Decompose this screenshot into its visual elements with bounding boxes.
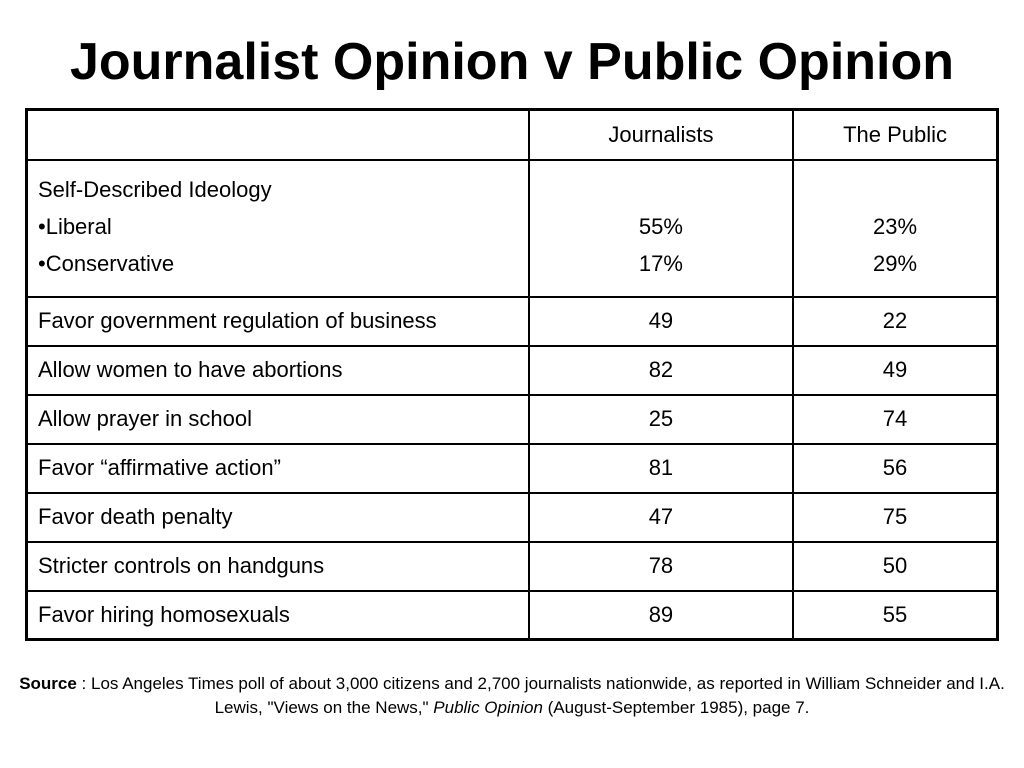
ideology-label-cell: Self-Described Ideology •Liberal •Conser… [25, 158, 530, 298]
row-public-value: 49 [792, 344, 999, 396]
ideology-heading: Self-Described Ideology [38, 176, 272, 202]
source-note: Source : Los Angeles Times poll of about… [15, 672, 1009, 720]
row-journalists-value: 89 [527, 589, 795, 641]
header-journalists: Journalists [527, 108, 795, 161]
ideology-journalists-value: 55% [638, 213, 683, 239]
row-label: Favor hiring homosexuals [25, 589, 530, 641]
ideology-public-value: 29% [873, 250, 918, 276]
row-public-value: 22 [792, 295, 999, 347]
row-label: Stricter controls on handguns [25, 540, 530, 592]
table-row: Allow prayer in school 25 74 [25, 393, 999, 445]
row-journalists-value: 82 [527, 344, 795, 396]
ideology-row: Self-Described Ideology •Liberal •Conser… [25, 158, 999, 298]
row-journalists-value: 81 [527, 442, 795, 494]
row-public-value: 50 [792, 540, 999, 592]
table-row: Favor government regulation of business … [25, 295, 999, 347]
row-journalists-value: 47 [527, 491, 795, 543]
header-the-public: The Public [792, 108, 999, 161]
ideology-journalists-value: 17% [638, 250, 683, 276]
source-text: : Los Angeles Times poll of about 3,000 … [76, 674, 1005, 717]
row-label: Allow women to have abortions [25, 344, 530, 396]
table-row: Stricter controls on handguns 78 50 [25, 540, 999, 592]
row-public-value: 74 [792, 393, 999, 445]
row-public-value: 75 [792, 491, 999, 543]
ideology-public-value: 23% [873, 213, 918, 239]
source-publication: Public Opinion [433, 698, 543, 717]
row-public-value: 55 [792, 589, 999, 641]
opinion-table: Journalists The Public Self-Described Id… [25, 108, 999, 641]
table-row: Favor hiring homosexuals 89 55 [25, 589, 999, 641]
table-header-row: Journalists The Public [25, 108, 999, 161]
row-label: Favor government regulation of business [25, 295, 530, 347]
row-journalists-value: 25 [527, 393, 795, 445]
table-row: Favor “affirmative action” 81 56 [25, 442, 999, 494]
row-public-value: 56 [792, 442, 999, 494]
header-blank-cell [25, 108, 530, 161]
source-label: Source [19, 674, 77, 693]
row-journalists-value: 78 [527, 540, 795, 592]
table-row: Favor death penalty 47 75 [25, 491, 999, 543]
source-text-end: (August-September 1985), page 7. [542, 698, 810, 717]
table-row: Allow women to have abortions 82 49 [25, 344, 999, 396]
ideology-journalists-cell: 55% 17% [527, 158, 795, 298]
ideology-item-label: •Liberal [38, 213, 112, 239]
slide-title: Journalist Opinion v Public Opinion [69, 33, 955, 91]
row-journalists-value: 49 [527, 295, 795, 347]
row-label: Favor death penalty [25, 491, 530, 543]
row-label: Allow prayer in school [25, 393, 530, 445]
ideology-public-cell: 23% 29% [792, 158, 999, 298]
ideology-item-label: •Conservative [38, 250, 175, 276]
row-label: Favor “affirmative action” [25, 442, 530, 494]
